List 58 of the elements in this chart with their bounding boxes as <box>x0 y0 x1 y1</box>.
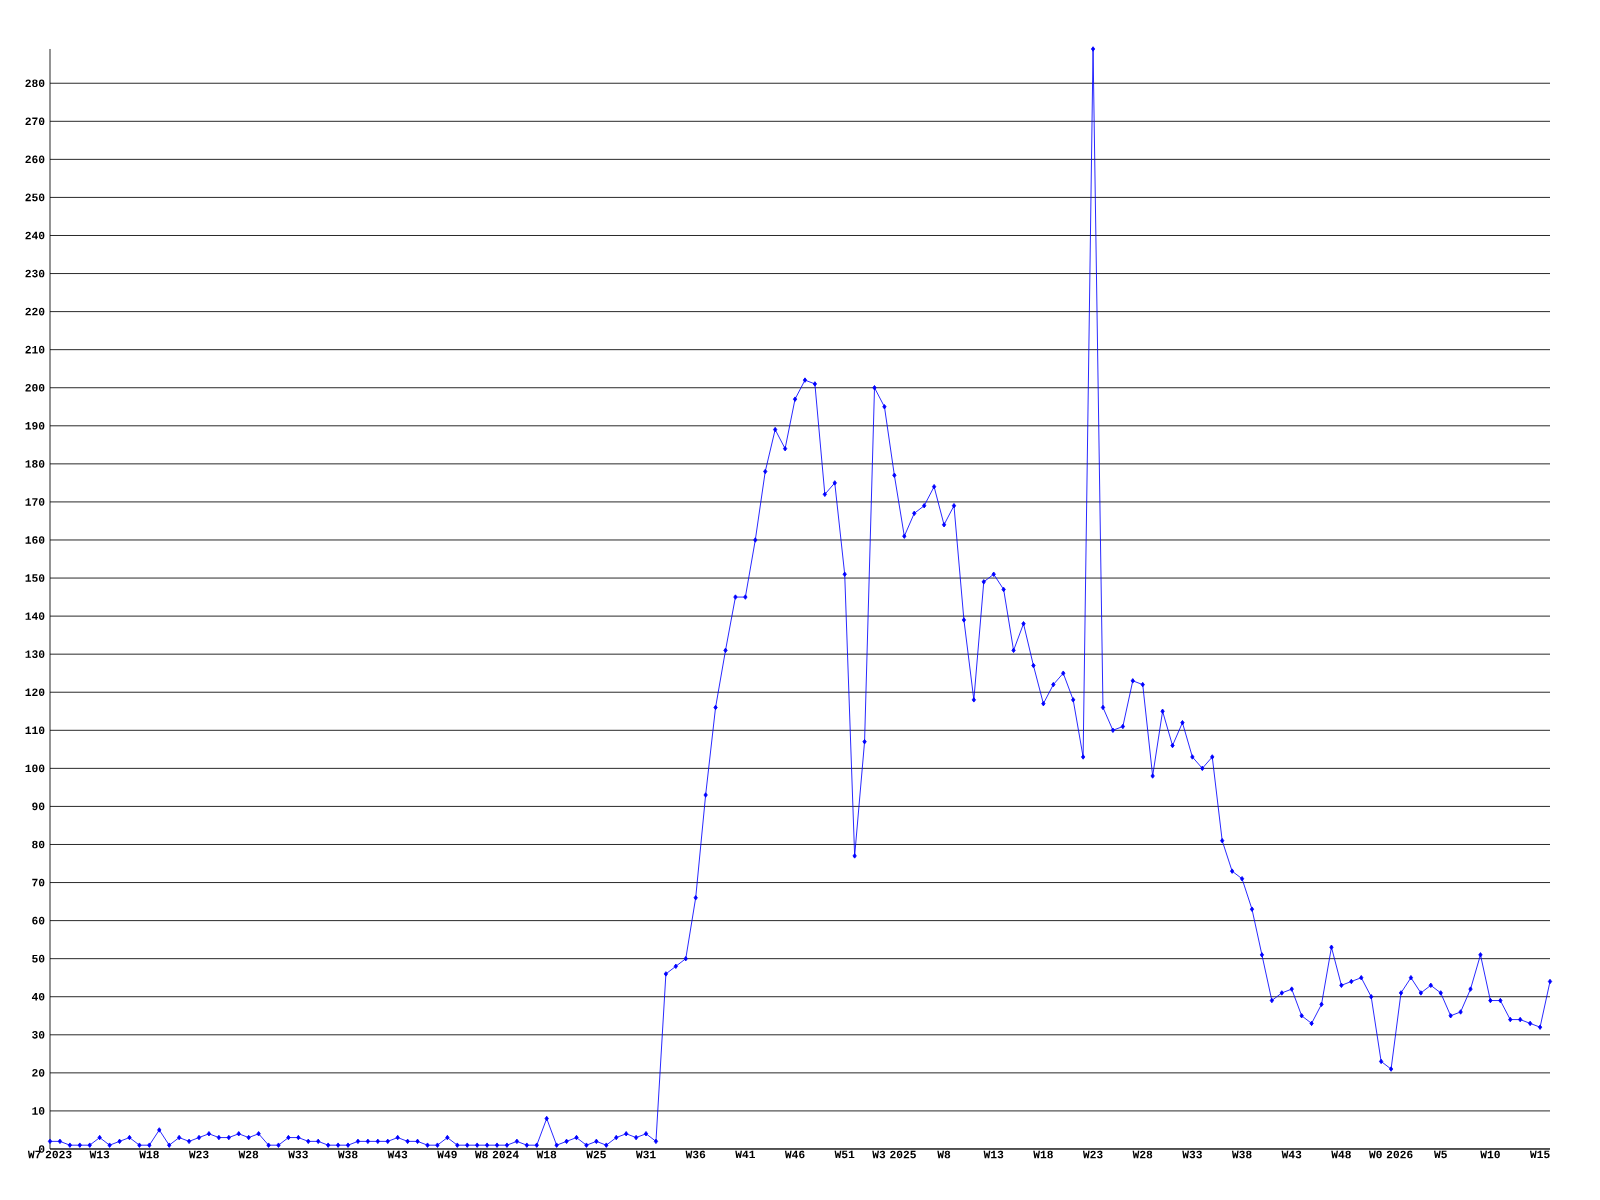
y-tick-label: 260 <box>25 155 45 164</box>
x-tick-label: W31 <box>635 1150 656 1159</box>
x-tick-label: W46 <box>784 1150 805 1159</box>
y-tick-label: 100 <box>25 764 45 773</box>
x-tick-label: W48 <box>1331 1150 1351 1159</box>
x-tick-label: W41 <box>735 1150 755 1159</box>
y-tick-label: 230 <box>25 269 45 278</box>
x-tick-label: W8 2024 <box>474 1150 519 1159</box>
y-tick-label: 90 <box>32 802 45 811</box>
y-tick-label: 210 <box>25 345 45 354</box>
x-tick-label: W38 <box>1231 1150 1252 1159</box>
y-tick-label: 180 <box>25 460 45 468</box>
x-tick-label: W33 <box>1182 1150 1202 1159</box>
x-tick-label: W23 <box>1082 1150 1103 1159</box>
y-tick-label: 170 <box>25 498 45 506</box>
x-tick-label: W28 <box>1132 1150 1153 1159</box>
x-tick-label: W25 <box>586 1150 606 1159</box>
x-tick-label: W5 <box>1433 1150 1447 1159</box>
y-tick-label: 60 <box>32 916 45 925</box>
y-tick-label: 270 <box>25 117 45 126</box>
y-tick-label: 80 <box>32 840 45 849</box>
x-tick-label: W13 <box>983 1150 1004 1159</box>
y-tick-label: 220 <box>25 307 45 316</box>
x-tick-label: W10 <box>1480 1150 1500 1159</box>
y-tick-label: 200 <box>25 383 45 392</box>
x-tick-label: W28 <box>238 1150 259 1159</box>
x-tick-label: W0 2026 <box>1368 1150 1413 1159</box>
x-tick-label: W13 <box>89 1150 110 1159</box>
y-tick-label: 120 <box>25 688 45 697</box>
y-tick-label: 130 <box>25 650 45 658</box>
y-tick-label: 160 <box>25 536 45 544</box>
x-tick-label: W15 <box>1529 1150 1550 1159</box>
x-tick-label: W18 <box>139 1150 159 1159</box>
y-tick-label: 70 <box>32 878 45 887</box>
x-tick-label: W38 <box>337 1150 358 1159</box>
x-tick-label: W18 <box>1033 1150 1053 1159</box>
y-tick-label: 150 <box>25 574 45 582</box>
x-tick-label: W33 <box>288 1150 308 1159</box>
y-tick-label: 20 <box>32 1069 45 1077</box>
x-tick-label: W43 <box>387 1150 408 1159</box>
y-tick-label: 10 <box>32 1107 45 1115</box>
y-tick-label: 240 <box>25 231 45 240</box>
y-tick-label: 280 <box>25 79 45 88</box>
y-tick-label: 50 <box>32 954 45 963</box>
x-tick-label: W43 <box>1281 1150 1302 1159</box>
x-tick-label: W23 <box>188 1150 209 1159</box>
y-tick-label: 190 <box>25 421 45 430</box>
x-tick-label: W49 <box>437 1150 457 1159</box>
x-tick-label: W51 <box>834 1150 855 1159</box>
y-tick-label: 140 <box>25 612 45 620</box>
x-tick-label: W8 <box>937 1150 951 1159</box>
x-tick-label: W3 2025 <box>872 1150 916 1159</box>
y-tick-label: 110 <box>25 726 45 735</box>
x-tick-label: W18 <box>536 1150 557 1159</box>
x-tick-label: W36 <box>685 1150 706 1159</box>
y-tick-label: 40 <box>31 992 45 1001</box>
y-tick-label: 30 <box>32 1030 45 1039</box>
y-tick-label: 250 <box>25 193 45 202</box>
